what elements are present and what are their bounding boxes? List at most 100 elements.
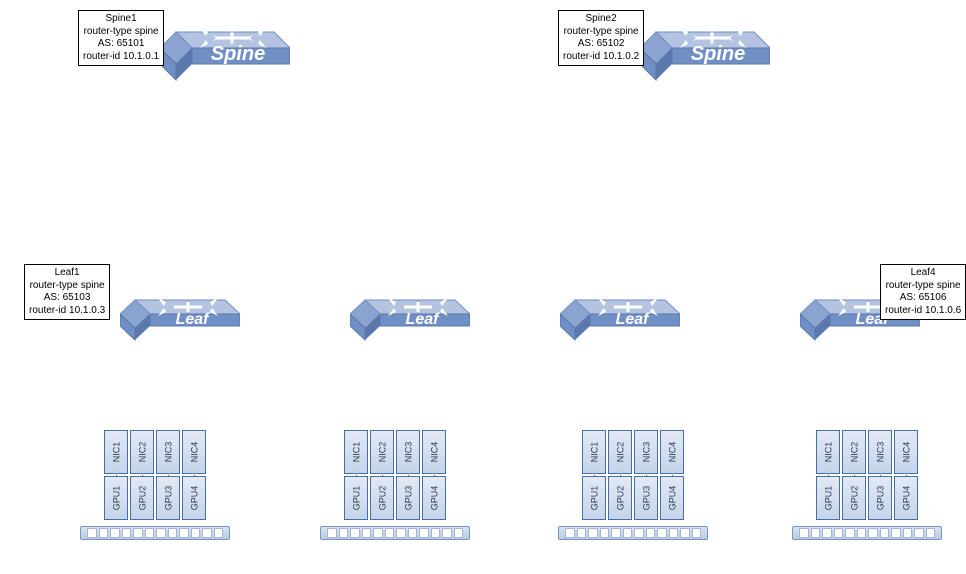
gpu-label: GPU3 <box>403 486 413 511</box>
drive-bay <box>926 528 936 538</box>
drive-bay <box>903 528 913 538</box>
spine1-name: Spine1 <box>83 13 159 26</box>
gpu-label: GPU4 <box>901 486 911 511</box>
drive-bay <box>191 528 201 538</box>
drive-bay <box>156 528 166 538</box>
nic-label: NIC4 <box>901 442 911 463</box>
gpu-card: GPU4 <box>182 476 206 520</box>
leaf4-as: AS: 65106 <box>885 292 961 305</box>
nic-card: NIC4 <box>660 430 684 474</box>
drive-bay <box>914 528 924 538</box>
nic-label: NIC4 <box>189 442 199 463</box>
gpu-card: GPU1 <box>582 476 606 520</box>
gpu-label: GPU3 <box>875 486 885 511</box>
server-1: NIC1 NIC2 NIC3 NIC4 GPU1 GPU2 GPU3 GPU4 <box>80 430 230 540</box>
drive-bay <box>385 528 395 538</box>
leaf2-switch: Leaf <box>350 280 470 350</box>
drive-bay <box>623 528 633 538</box>
gpu-label: GPU2 <box>849 486 859 511</box>
nic-row: NIC1NIC2NIC3NIC4 <box>558 430 708 474</box>
drive-bay <box>179 528 189 538</box>
leaf2-label: Leaf <box>406 311 441 328</box>
drive-bay <box>692 528 702 538</box>
nic-card: NIC3 <box>156 430 180 474</box>
gpu-label: GPU2 <box>377 486 387 511</box>
drive-bay <box>168 528 178 538</box>
leaf4-rid: router-id 10.1.0.6 <box>885 305 961 318</box>
nic-card: NIC1 <box>104 430 128 474</box>
leaf4-name: Leaf4 <box>885 267 961 280</box>
spine2-name: Spine2 <box>563 13 639 26</box>
drive-bay <box>834 528 844 538</box>
nic-label: NIC3 <box>875 442 885 463</box>
gpu-card: GPU2 <box>608 476 632 520</box>
drive-bay <box>799 528 809 538</box>
drive-bay <box>408 528 418 538</box>
leaf1-label: Leaf <box>176 311 211 328</box>
drive-bay <box>822 528 832 538</box>
drive-bay <box>214 528 224 538</box>
drive-bay <box>680 528 690 538</box>
nic-card: NIC2 <box>370 430 394 474</box>
nic-row: NIC1 NIC2 NIC3 NIC4 <box>792 430 942 474</box>
drive-bay <box>657 528 667 538</box>
spine2-label: Spine <box>691 43 745 65</box>
nic-card: NIC2 <box>608 430 632 474</box>
gpu-row: GPU1GPU2GPU3GPU4 <box>558 476 708 520</box>
gpu-card: GPU3 <box>868 476 892 520</box>
drive-bay <box>891 528 901 538</box>
gpu-label: GPU4 <box>667 486 677 511</box>
nic-card: NIC1 <box>582 430 606 474</box>
leaf1-name: Leaf1 <box>29 267 105 280</box>
drive-bay <box>600 528 610 538</box>
spine1-as: AS: 65101 <box>83 38 159 51</box>
drive-bay <box>110 528 120 538</box>
server-chassis <box>792 526 942 540</box>
gpu-row: GPU1 GPU2 GPU3 GPU4 <box>320 476 470 520</box>
drive-bay <box>611 528 621 538</box>
nic-label: NIC2 <box>849 442 859 463</box>
drive-bay <box>857 528 867 538</box>
gpu-label: GPU1 <box>111 486 121 511</box>
spine1-info: Spine1 router-type spine AS: 65101 route… <box>78 10 164 66</box>
gpu-card: GPU3 <box>156 476 180 520</box>
server-3: NIC1NIC2NIC3NIC4GPU1GPU2GPU3GPU4 <box>558 430 708 540</box>
gpu-label: GPU1 <box>351 486 361 511</box>
leaf1-switch: Leaf <box>120 280 240 350</box>
nic-label: NIC2 <box>137 442 147 463</box>
drive-bay <box>133 528 143 538</box>
drive-bay <box>646 528 656 538</box>
drive-bay <box>442 528 452 538</box>
nic-card: NIC4 <box>894 430 918 474</box>
spine2-type: router-type spine <box>563 26 639 39</box>
nic-label: NIC3 <box>163 442 173 463</box>
gpu-card: GPU1 <box>344 476 368 520</box>
gpu-label: GPU1 <box>823 486 833 511</box>
drive-bay <box>868 528 878 538</box>
leaf3-switch: Leaf <box>560 280 680 350</box>
drive-bay <box>634 528 644 538</box>
server-chassis <box>320 526 470 540</box>
nic-card: NIC1 <box>816 430 840 474</box>
gpu-label: GPU2 <box>137 486 147 511</box>
spine2-rid: router-id 10.1.0.2 <box>563 51 639 64</box>
server-chassis <box>80 526 230 540</box>
nic-label: NIC1 <box>111 442 121 463</box>
gpu-label: GPU3 <box>163 486 173 511</box>
spine1-label: Spine <box>211 43 265 65</box>
gpu-label: GPU4 <box>429 486 439 511</box>
drive-bay <box>845 528 855 538</box>
drive-bay <box>588 528 598 538</box>
spine2-as: AS: 65102 <box>563 38 639 51</box>
leaf3-label: Leaf <box>616 311 651 328</box>
gpu-card: GPU2 <box>370 476 394 520</box>
leaf4-type: router-type spine <box>885 280 961 293</box>
spine2-switch: Spine <box>640 8 770 88</box>
drive-bay <box>431 528 441 538</box>
nic-label: NIC2 <box>615 442 625 463</box>
gpu-label: GPU4 <box>189 486 199 511</box>
spine1-type: router-type spine <box>83 26 159 39</box>
gpu-card: GPU4 <box>894 476 918 520</box>
gpu-label: GPU1 <box>589 486 599 511</box>
drive-bay <box>577 528 587 538</box>
